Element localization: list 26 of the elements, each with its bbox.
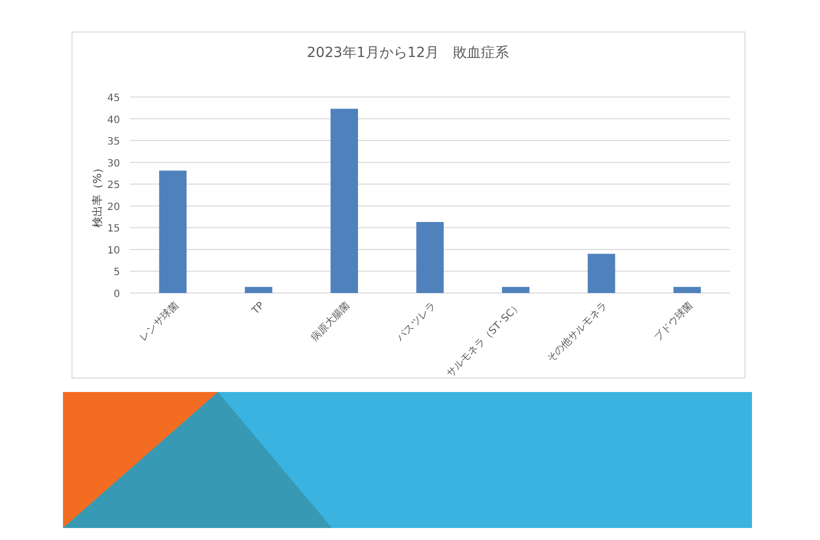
x-tick-label: 病原大腸菌 bbox=[308, 300, 352, 344]
bar bbox=[330, 108, 358, 293]
y-tick-label: 25 bbox=[107, 180, 120, 192]
bar bbox=[502, 286, 530, 293]
x-tick-label: サルモネラ（ST･SC） bbox=[444, 300, 524, 380]
y-tick-label: 10 bbox=[107, 245, 120, 256]
x-tick-label: パスツレラ bbox=[394, 300, 438, 344]
chart-title: 2023年1月から12月 敗血症系 bbox=[306, 45, 510, 61]
y-tick-label: 45 bbox=[107, 93, 120, 104]
y-tick-label: 20 bbox=[107, 202, 120, 213]
y-axis-title: 検出率（%） bbox=[91, 162, 104, 228]
bar bbox=[159, 170, 187, 293]
y-tick-label: 40 bbox=[107, 114, 120, 126]
y-tick-label: 35 bbox=[107, 136, 120, 148]
y-tick-label: 5 bbox=[114, 267, 120, 278]
x-tick-label: TP bbox=[250, 300, 267, 318]
x-tick-label: ブドウ球菌 bbox=[651, 300, 696, 344]
bar bbox=[244, 286, 272, 293]
y-tick-label: 15 bbox=[107, 224, 120, 235]
bar bbox=[673, 286, 701, 293]
bar bbox=[416, 222, 444, 293]
x-tick-label: レンサ球菌 bbox=[137, 300, 181, 344]
bar bbox=[588, 254, 616, 293]
y-tick-label: 30 bbox=[107, 158, 120, 170]
x-tick-label: その他サルモネラ bbox=[544, 300, 610, 365]
y-tick-label: 0 bbox=[114, 289, 120, 300]
